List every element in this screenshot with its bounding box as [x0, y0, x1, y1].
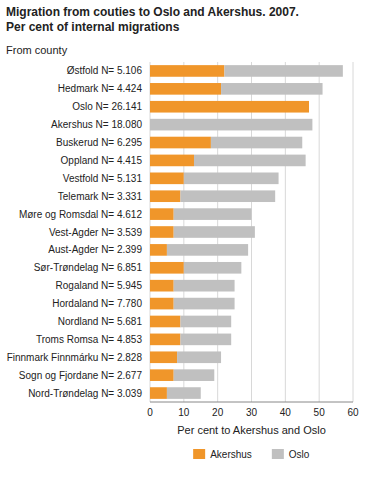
y-tick-label: Nord-Trøndelag N= 3.039	[28, 388, 142, 399]
bar	[150, 137, 211, 149]
y-tick-label: Sør-Trøndelag N= 6.851	[34, 262, 143, 273]
title: Migration from couties to Oslo and Akers…	[6, 5, 299, 34]
bar	[174, 298, 235, 310]
bar	[150, 65, 224, 77]
y-tick-label: Sogn og Fjordane N= 2.677	[19, 370, 143, 381]
bar	[167, 244, 248, 256]
bar	[174, 280, 235, 292]
bar	[180, 190, 275, 202]
bar	[150, 298, 174, 310]
bar	[150, 369, 174, 381]
background	[0, 0, 367, 486]
grid-line	[353, 62, 354, 402]
x-axis-label: Per cent to Akershus and Oslo	[177, 424, 326, 436]
bar	[150, 262, 184, 274]
bar	[174, 226, 255, 238]
bar	[150, 316, 180, 328]
bars	[150, 65, 343, 399]
y-tick-label: Hordaland N= 7.780	[52, 298, 142, 309]
y-tick-label: Nordland N= 5.681	[58, 316, 143, 327]
y-tick-label: Østfold N= 5.106	[67, 65, 143, 76]
bar	[184, 262, 242, 274]
bar	[150, 334, 180, 346]
y-tick-label: Troms Romsa N= 4.853	[36, 334, 142, 345]
bar	[224, 65, 342, 77]
title-line: Per cent of internal migrations	[6, 20, 180, 34]
y-tick-label: Vest-Agder N= 3.539	[49, 227, 143, 238]
bar	[150, 280, 174, 292]
x-tick-label: 40	[280, 407, 292, 418]
x-tick-label: 10	[178, 407, 190, 418]
x-tick-label: 60	[347, 407, 359, 418]
y-tick-label: Finnmark Finnmárku N= 2.828	[7, 352, 143, 363]
y-axis-label: From county	[6, 44, 68, 56]
grid-line	[319, 62, 320, 402]
y-tick-label: Akershus N= 18.080	[51, 119, 142, 130]
bar	[180, 316, 231, 328]
bar	[150, 155, 194, 167]
x-tick-label: 30	[246, 407, 258, 418]
bar	[177, 351, 221, 363]
legend-label: Akershus	[210, 449, 252, 460]
x-axis-line	[150, 402, 353, 403]
bar	[184, 173, 279, 185]
y-tick-label: Oslo N= 26.141	[72, 101, 142, 112]
y-tick-label: Møre og Romsdal N= 4.612	[19, 209, 143, 220]
bar	[309, 101, 310, 113]
bar	[211, 137, 302, 149]
y-tick-label: Hedmark N= 4.424	[58, 83, 143, 94]
legend-swatch	[193, 449, 205, 459]
x-tick-label: 0	[147, 407, 153, 418]
bar	[150, 387, 167, 399]
y-tick-label: Aust-Agder N= 2.399	[48, 244, 142, 255]
bar	[150, 351, 177, 363]
bar	[167, 387, 201, 399]
bar	[150, 190, 180, 202]
title-line: Migration from couties to Oslo and Akers…	[6, 5, 299, 19]
bar	[150, 83, 221, 95]
chart: Migration from couties to Oslo and Akers…	[0, 0, 367, 486]
y-tick-label: Telemark N= 3.331	[58, 191, 143, 202]
grid-line	[285, 62, 286, 402]
y-tick-label: Buskerud N= 6.295	[56, 137, 142, 148]
bar	[150, 119, 312, 131]
bar	[221, 83, 322, 95]
x-tick-label: 20	[212, 407, 224, 418]
y-tick-label: Vestfold N= 5.131	[63, 173, 143, 184]
legend-label: Oslo	[289, 449, 310, 460]
legend-swatch	[272, 449, 284, 459]
bar	[174, 369, 215, 381]
y-tick-label: Rogaland N= 5.945	[56, 280, 143, 291]
bar	[150, 208, 174, 220]
legend: Akershus Oslo	[193, 449, 310, 460]
x-tick-label: 50	[314, 407, 326, 418]
bar	[174, 208, 252, 220]
bar	[150, 226, 174, 238]
bar	[150, 244, 167, 256]
bar	[150, 101, 309, 113]
grid	[150, 62, 353, 402]
y-tick-label: Oppland N= 4.415	[61, 155, 143, 166]
bar	[150, 173, 184, 185]
bar	[180, 334, 231, 346]
bar	[194, 155, 306, 167]
